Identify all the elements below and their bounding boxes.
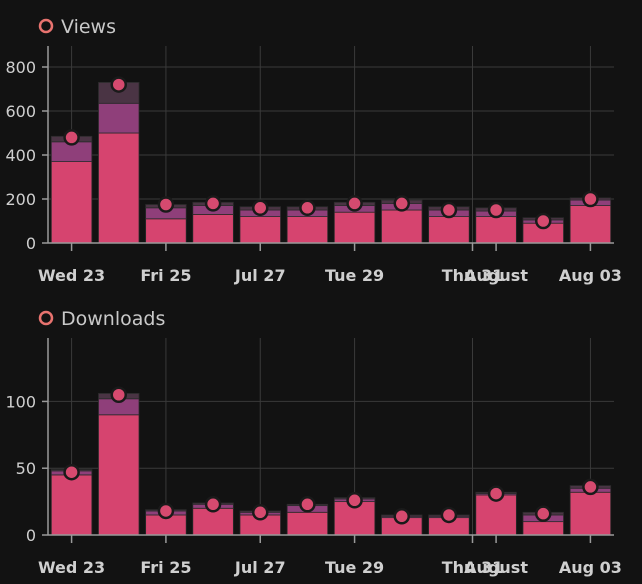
downloads-point-8 (440, 506, 458, 524)
views-point-7 (393, 195, 410, 212)
downloads-point-2 (157, 502, 175, 520)
views-point-8 (440, 201, 458, 219)
downloads-x-tick-label: Wed 23 (38, 558, 105, 577)
downloads-point-7 (393, 508, 410, 525)
downloads-x-tick-label: Tue 29 (325, 558, 384, 577)
views-bar-7-layer-0 (381, 209, 423, 244)
downloads-legend-marker (38, 310, 54, 326)
downloads-bar-1-layer-0 (98, 414, 140, 536)
views-x-tick-label: Thu 31 (442, 266, 504, 285)
views-y-tick-label: 600 (5, 102, 36, 121)
downloads-bar-3-layer-0 (192, 507, 234, 536)
views-bar-0-layer-0 (50, 161, 93, 244)
views-bar-9-layer-0 (475, 216, 517, 244)
downloads-point-9 (487, 485, 505, 502)
views-point-10 (535, 212, 552, 230)
downloads-x-tick-label: Aug 03 (559, 558, 622, 577)
downloads-x-tick-label: Thu 31 (442, 558, 504, 577)
downloads-bar-0-layer-0 (50, 474, 93, 536)
downloads-chart: 0 50 100 Wed 23 Fri 25 Jul 27 Tue 29 Thu 31Augu… (5, 308, 622, 577)
views-bar-8-layer-0 (428, 216, 470, 244)
views-point-5 (299, 199, 316, 217)
views-y-tick-label: 200 (5, 190, 36, 209)
views-y-tick-label: 800 (5, 58, 36, 77)
views-bar-6-layer-0 (333, 211, 376, 244)
views-point-2 (157, 196, 175, 213)
views-x-tick-label: Wed 23 (38, 266, 105, 285)
views-x-tick-label: Jul 27 (234, 266, 286, 285)
downloads-point-0 (63, 463, 80, 481)
views-point-6 (346, 195, 363, 212)
downloads-point-4 (252, 504, 269, 521)
downloads-point-1 (110, 386, 127, 403)
downloads-point-6 (346, 492, 363, 509)
views-bar-2-layer-0 (145, 218, 187, 244)
views-chart: 0 200 400 600 800 Wed 23 Fri 25 Jul 27 Tue 29 Thu… (5, 16, 622, 285)
downloads-y-tick-label: 50 (16, 459, 36, 478)
views-x-tick-label: Tue 29 (325, 266, 384, 285)
downloads-point-11 (582, 478, 599, 496)
views-legend-label: Views (61, 16, 116, 38)
downloads-point-3 (204, 496, 222, 513)
views-point-9 (487, 201, 505, 219)
downloads-x-tick-label: Jul 27 (234, 558, 286, 577)
views-x-tick-label: August (464, 266, 528, 285)
views-point-0 (63, 129, 80, 146)
views-bar-3-layer-0 (192, 213, 234, 244)
views-point-1 (110, 76, 127, 93)
views-bar-1-layer-1 (98, 102, 140, 134)
views-y-tick-label: 400 (5, 146, 36, 165)
views-point-4 (252, 199, 269, 217)
views-legend-marker (38, 18, 54, 34)
views-point-11 (582, 190, 599, 208)
views-x-tick-label: Aug 03 (559, 266, 622, 285)
views-point-3 (204, 195, 222, 212)
downloads-point-5 (299, 496, 316, 513)
downloads-bar-10-layer-0 (522, 521, 564, 536)
downloads-legend-label: Downloads (61, 308, 165, 330)
downloads-bar-5-layer-0 (286, 511, 329, 536)
views-bar-1-layer-0 (98, 132, 140, 244)
downloads-y-tick-label: 0 (26, 526, 36, 545)
views-y-tick-label: 0 (26, 234, 36, 253)
downloads-bar-11-layer-0 (569, 491, 612, 536)
views-x-tick-label: Fri 25 (140, 266, 191, 285)
downloads-x-tick-label: Fri 25 (140, 558, 191, 577)
downloads-x-tick-label: August (464, 558, 528, 577)
views-bar-4-layer-0 (239, 216, 281, 244)
views-bar-5-layer-0 (286, 216, 329, 244)
views-bar-11-layer-0 (569, 205, 612, 244)
downloads-point-10 (535, 505, 552, 522)
downloads-y-tick-label: 100 (5, 392, 36, 411)
